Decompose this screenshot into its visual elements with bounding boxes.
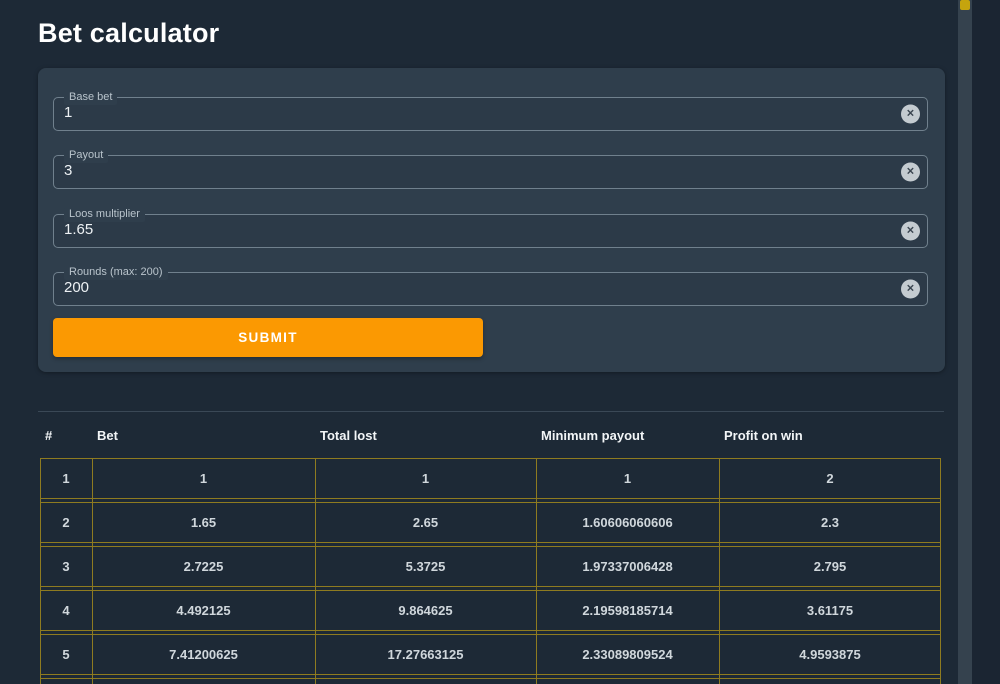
cell-minimum-payout: 2.33089809524 <box>582 647 673 662</box>
clear-x-icon: ✕ <box>906 225 915 236</box>
cell-total-lost: 9.864625 <box>398 603 453 618</box>
clear-loss-multiplier-button[interactable]: ✕ <box>901 221 920 241</box>
cell-minimum-payout: 2.19598185714 <box>582 603 673 618</box>
base-bet-field: Base bet ✕ <box>53 90 928 131</box>
table-row: 4 4.492125 9.864625 2.19598185714 3.6117… <box>40 590 941 631</box>
cell-index: 5 <box>62 647 70 662</box>
clear-rounds-button[interactable]: ✕ <box>901 279 920 299</box>
clear-x-icon: ✕ <box>906 166 915 177</box>
table-row: 2 1.65 2.65 1.60606060606 2.3 <box>40 502 941 543</box>
clear-base-bet-button[interactable]: ✕ <box>901 104 920 124</box>
column-header-minimum-payout: Minimum payout <box>541 428 645 443</box>
table-row: 1 1 1 1 2 <box>40 458 941 499</box>
loss-multiplier-field: Loos multiplier ✕ <box>53 207 928 248</box>
cell-profit-on-win: 2.795 <box>813 559 847 574</box>
payout-label: Payout <box>64 148 109 163</box>
cell-bet: 4.492125 <box>176 603 231 618</box>
cell-profit-on-win: 3.61175 <box>806 603 854 618</box>
cell-index: 3 <box>62 559 70 574</box>
payout-field: Payout ✕ <box>53 148 928 189</box>
rounds-input[interactable] <box>64 279 887 296</box>
cell-index: 2 <box>62 515 70 530</box>
bet-table: 1 1 1 1 2 2 1.65 2.65 1.60606060606 2.3 … <box>40 458 941 684</box>
cell-bet: 1 <box>199 471 208 486</box>
divider <box>38 411 944 412</box>
payout-input[interactable] <box>64 162 887 179</box>
cell-profit-on-win: 4.9593875 <box>799 647 861 662</box>
clear-x-icon: ✕ <box>906 283 915 294</box>
cell-bet: 2.7225 <box>183 559 224 574</box>
cell-total-lost: 5.3725 <box>405 559 446 574</box>
page-title: Bet calculator <box>38 18 220 48</box>
scrollbar-thumb[interactable] <box>960 0 970 10</box>
cell-bet: 7.41200625 <box>169 647 238 662</box>
table-row <box>40 678 941 684</box>
cell-index: 1 <box>62 471 70 486</box>
submit-button[interactable]: SUBMIT <box>53 318 483 357</box>
base-bet-input[interactable] <box>64 104 887 121</box>
cell-minimum-payout: 1.97337006428 <box>582 559 673 574</box>
calculator-card: Base bet ✕ Payout ✕ Loos multiplier ✕ Ro… <box>38 68 945 372</box>
cell-total-lost: 17.27663125 <box>387 647 464 662</box>
cell-index: 4 <box>62 603 70 618</box>
column-header-bet: Bet <box>97 428 118 443</box>
cell-minimum-payout: 1 <box>623 471 632 486</box>
scrollbar-track[interactable] <box>958 0 972 684</box>
column-header-total-lost: Total lost <box>320 428 377 443</box>
cell-profit-on-win: 2.3 <box>820 515 840 530</box>
column-header-index: # <box>45 428 53 443</box>
rounds-label: Rounds (max: 200) <box>64 265 168 280</box>
cell-profit-on-win: 2 <box>826 471 834 486</box>
loss-multiplier-input[interactable] <box>64 221 887 238</box>
column-header-profit-on-win: Profit on win <box>724 428 803 443</box>
cell-bet: 1.65 <box>190 515 217 530</box>
clear-payout-button[interactable]: ✕ <box>901 162 920 182</box>
cell-total-lost: 1 <box>421 471 430 486</box>
table-header: # Bet Total lost Minimum payout Profit o… <box>40 427 941 445</box>
right-gutter <box>972 0 1000 684</box>
clear-x-icon: ✕ <box>906 108 915 119</box>
cell-total-lost: 2.65 <box>412 515 439 530</box>
rounds-field: Rounds (max: 200) ✕ <box>53 265 928 306</box>
loss-multiplier-label: Loos multiplier <box>64 207 145 222</box>
base-bet-label: Base bet <box>64 90 118 105</box>
table-row: 5 7.41200625 17.27663125 2.33089809524 4… <box>40 634 941 675</box>
table-row: 3 2.7225 5.3725 1.97337006428 2.795 <box>40 546 941 587</box>
cell-minimum-payout: 1.60606060606 <box>582 515 673 530</box>
